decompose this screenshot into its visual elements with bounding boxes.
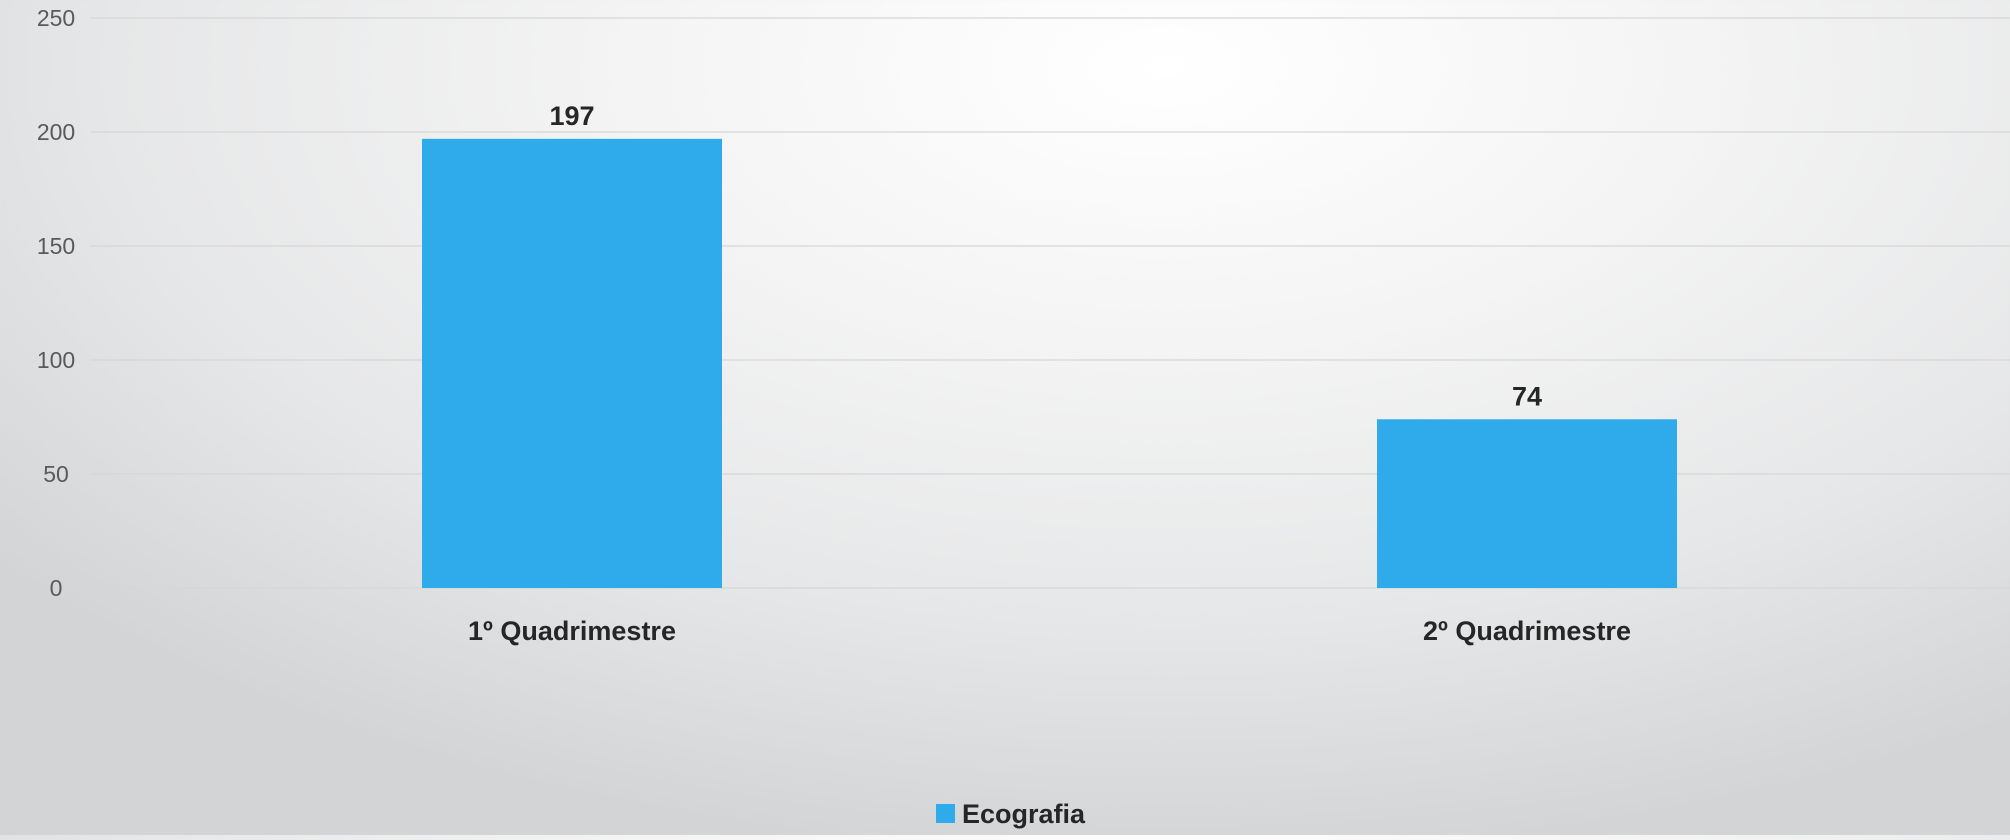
y-tick-label: 150: [37, 233, 75, 259]
y-axis-tick-labels: 0 50 100 150 200 250: [37, 5, 75, 601]
x-axis-category-labels: 1º Quadrimestre 2º Quadrimestre: [468, 616, 1631, 646]
data-labels: 197 74: [549, 101, 1542, 411]
bars: [422, 138, 1677, 588]
y-tick-label: 50: [43, 461, 69, 487]
y-tick-label: 200: [37, 119, 75, 145]
y-tick-label: 250: [37, 5, 75, 31]
category-label: 2º Quadrimestre: [1423, 616, 1631, 646]
category-label: 1º Quadrimestre: [468, 616, 676, 646]
legend: Ecografia: [936, 799, 1086, 829]
y-tick-label: 0: [50, 575, 63, 601]
data-label: 197: [549, 101, 594, 131]
data-label: 74: [1512, 381, 1542, 411]
legend-label-ecografia: Ecografia: [962, 799, 1086, 829]
gridlines: [90, 17, 2010, 589]
legend-swatch-ecografia: [936, 804, 955, 823]
bar: [1377, 419, 1677, 588]
y-tick-label: 100: [37, 347, 75, 373]
bar: [422, 138, 722, 588]
